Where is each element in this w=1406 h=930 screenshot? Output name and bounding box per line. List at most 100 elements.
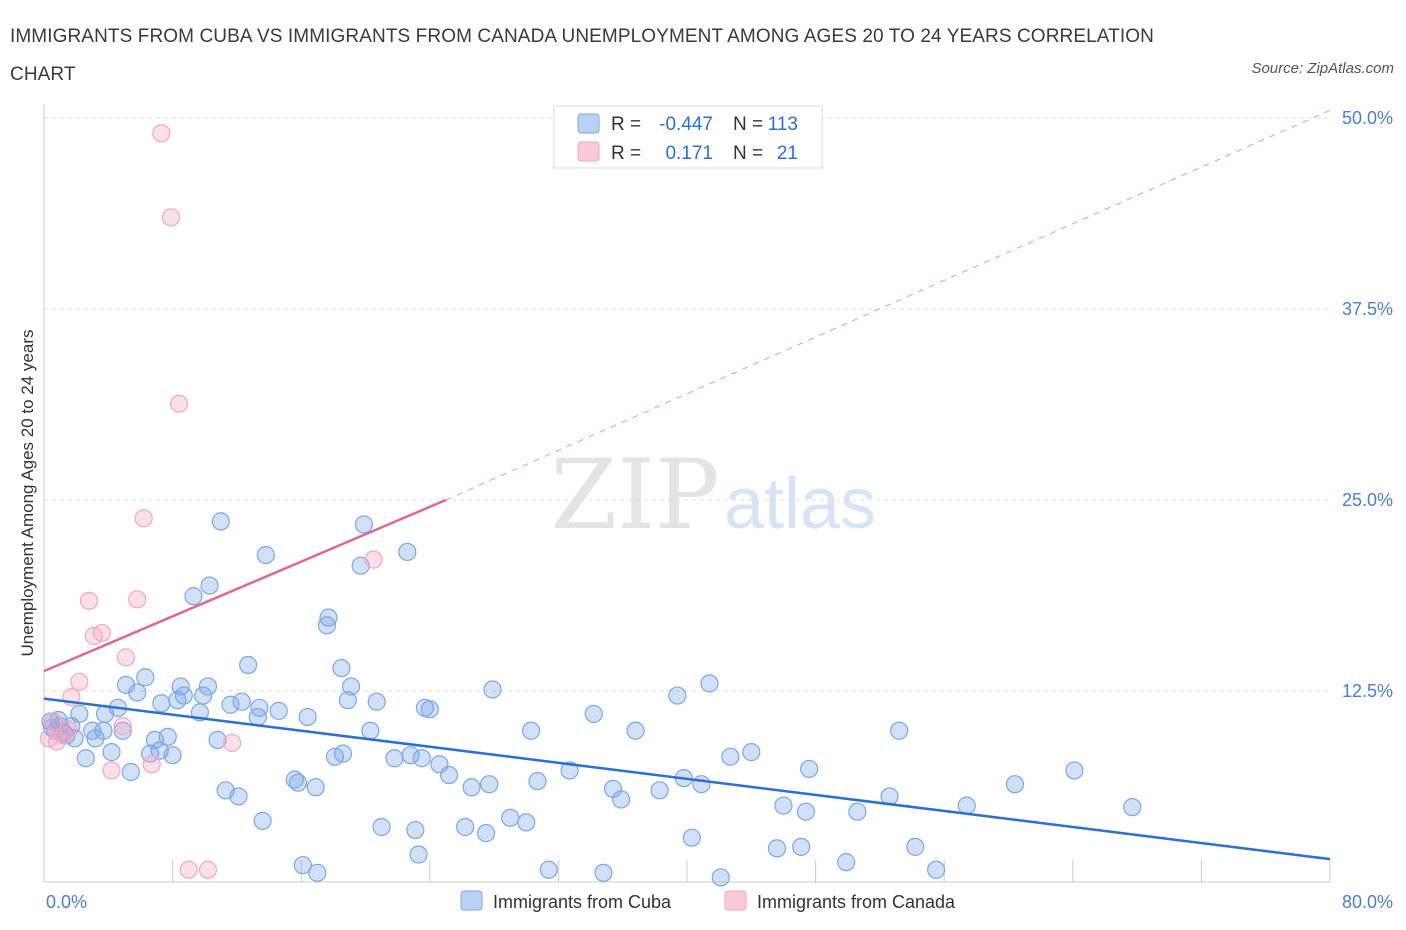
source-label: Source: ZipAtlas.com bbox=[1251, 60, 1394, 77]
legend-bottom-label-canada: Immigrants from Canada bbox=[757, 892, 956, 912]
cuba-point bbox=[285, 770, 304, 789]
canada-point bbox=[92, 623, 111, 643]
cuba-point bbox=[594, 863, 613, 882]
cuba-point bbox=[256, 545, 275, 565]
legend-n-value-canada: 21 bbox=[777, 143, 798, 164]
canada-point bbox=[142, 755, 161, 774]
cuba-point bbox=[269, 701, 288, 720]
cuba-point bbox=[221, 695, 240, 714]
cuba-point bbox=[306, 778, 325, 797]
cuba-point bbox=[1123, 798, 1142, 817]
cuba-point bbox=[650, 781, 669, 800]
cuba-point bbox=[121, 762, 140, 782]
cuba-point bbox=[288, 773, 308, 792]
canada-point bbox=[222, 733, 242, 753]
cuba-point bbox=[308, 863, 327, 882]
y-tick-label: 37.5% bbox=[1342, 299, 1393, 319]
cuba-point bbox=[420, 700, 439, 719]
cuba-point bbox=[338, 691, 357, 710]
cuba-point bbox=[401, 746, 420, 765]
legend-bottom-swatch-cuba bbox=[460, 890, 483, 911]
cuba-point bbox=[354, 515, 373, 534]
cuba-point bbox=[409, 845, 428, 864]
legend-n-label-canada: N = bbox=[733, 143, 763, 164]
cuba-point bbox=[70, 704, 89, 724]
cuba-point bbox=[94, 721, 113, 740]
cuba-point bbox=[711, 868, 730, 887]
canada-point bbox=[79, 591, 99, 610]
cuba-point bbox=[456, 817, 475, 837]
cuba-point bbox=[229, 787, 248, 806]
watermark-zip: ZIP bbox=[550, 439, 719, 551]
cuba-point bbox=[700, 674, 719, 693]
cuba-point bbox=[1065, 761, 1084, 780]
legend-n-label-cuba: N = bbox=[733, 114, 763, 135]
cuba-point bbox=[517, 813, 536, 832]
cuba-point bbox=[152, 694, 171, 713]
cuba-point bbox=[837, 853, 856, 872]
cuba-point bbox=[398, 542, 417, 562]
cuba-point bbox=[341, 677, 361, 696]
grid-lines bbox=[44, 117, 1330, 692]
cuba-point bbox=[174, 686, 193, 705]
legend-swatch-canada bbox=[577, 141, 600, 162]
legend-swatch-cuba bbox=[577, 113, 600, 134]
cuba-point bbox=[128, 683, 147, 702]
canada-point bbox=[179, 860, 198, 879]
cuba-point bbox=[682, 828, 701, 847]
cuba-point bbox=[163, 746, 182, 765]
cuba-point bbox=[462, 778, 481, 797]
legend-r-label-canada: R = bbox=[611, 143, 641, 164]
cuba-point bbox=[293, 856, 312, 875]
canada-point bbox=[134, 509, 153, 528]
cuba-point bbox=[367, 692, 386, 711]
cuba-point bbox=[483, 680, 502, 699]
canada-point bbox=[59, 720, 78, 739]
cuba-point bbox=[721, 747, 740, 766]
legend-bottom-label-cuba: Immigrants from Cuba bbox=[493, 892, 672, 912]
cuba-point bbox=[584, 704, 603, 724]
cuba-point bbox=[528, 772, 547, 791]
watermark: ZIP atlas bbox=[550, 439, 876, 551]
cuba-point bbox=[102, 743, 121, 762]
cuba-point bbox=[521, 721, 541, 740]
cuba-point bbox=[333, 744, 353, 763]
cuba-point bbox=[480, 775, 499, 794]
cuba-point bbox=[198, 677, 218, 696]
canada-point bbox=[161, 208, 181, 227]
cuba-point bbox=[232, 692, 251, 711]
trend-lines bbox=[43, 109, 1331, 861]
cuba-point bbox=[317, 616, 337, 635]
chart-title: IMMIGRANTS FROM CUBA VS IMMIGRANTS FROM … bbox=[10, 26, 1154, 85]
cuba-point bbox=[200, 576, 219, 595]
cuba-point bbox=[774, 796, 793, 815]
legend-stats: R = -0.447 N = 113 R = 0.171 N = 21 bbox=[553, 105, 823, 169]
cuba-point bbox=[692, 775, 711, 794]
cuba-point bbox=[113, 721, 132, 740]
cuba-point bbox=[239, 655, 258, 675]
canada-point bbox=[113, 717, 132, 736]
cuba-point bbox=[611, 790, 631, 809]
y-tick-label: 25.0% bbox=[1342, 490, 1393, 510]
cuba-point bbox=[796, 802, 816, 821]
cuba-point bbox=[906, 837, 925, 856]
canada-point bbox=[116, 648, 136, 667]
canada-point bbox=[54, 726, 73, 745]
cuba-point bbox=[211, 512, 230, 531]
series-cuba-points bbox=[41, 512, 1142, 887]
cuba-point bbox=[194, 686, 213, 705]
legend-series: Immigrants from Cuba Immigrants from Can… bbox=[460, 890, 956, 912]
cuba-point bbox=[184, 587, 203, 606]
cuba-point bbox=[1005, 775, 1025, 794]
cuba-point bbox=[406, 820, 425, 840]
cuba-point bbox=[439, 765, 459, 785]
legend-bottom-swatch-canada bbox=[724, 890, 747, 911]
cuba-point bbox=[136, 668, 155, 687]
cuba-point bbox=[476, 824, 496, 843]
y-tick-label: 50.0% bbox=[1342, 108, 1393, 128]
tick-labels: 12.5% 25.0% 37.5% 50.0% 0.0% 80.0% bbox=[46, 108, 1393, 912]
canada-point bbox=[44, 712, 63, 731]
cuba-point bbox=[848, 802, 867, 821]
cuba-point bbox=[319, 608, 338, 627]
